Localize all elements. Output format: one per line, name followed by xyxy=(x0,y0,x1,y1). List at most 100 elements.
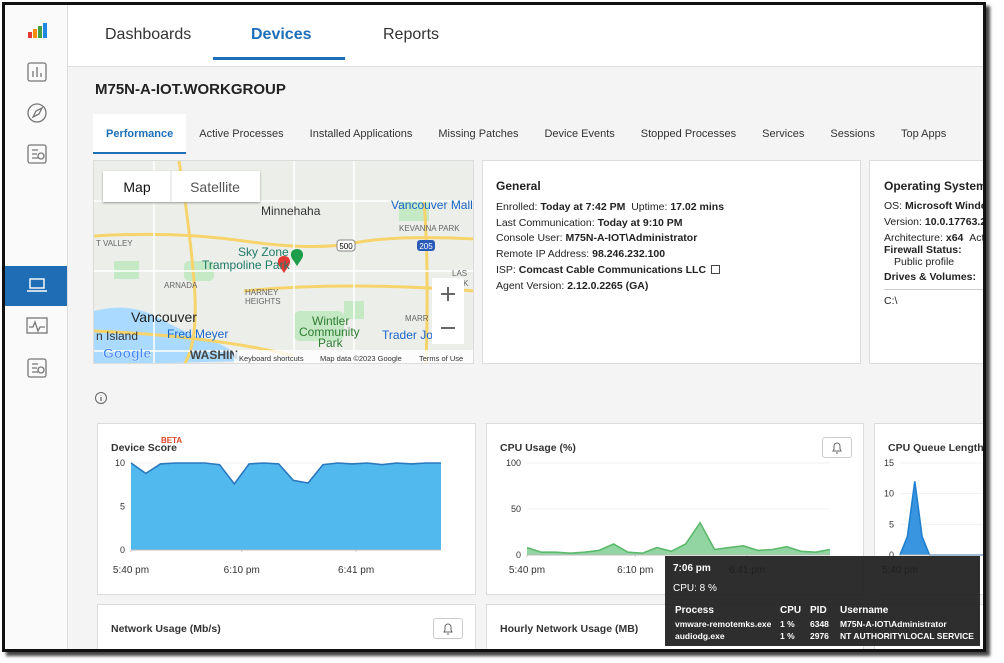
map-type-control xyxy=(103,171,260,202)
sub-tabs: Performance Active Processes Installed App… xyxy=(93,114,959,154)
sidebar-icons xyxy=(4,23,67,378)
tooltip: 7:06 pm CPU: 8 % Process CPU PID Username vm… xyxy=(665,556,980,646)
drive-value: C:\ xyxy=(884,295,898,307)
info-value: 2.12.0.2265 (GA) xyxy=(567,279,649,292)
external-link-icon[interactable] xyxy=(711,264,721,274)
info-row: Enrolled: Today at 7:42 PM Uptime: 17.02… xyxy=(496,201,724,213)
x-tick-label: 5:40 pm xyxy=(113,565,149,576)
info-row: Remote IP Address: 98.246.232.100 xyxy=(496,248,665,260)
sub-tab[interactable]: Stopped Processes xyxy=(640,128,737,140)
info-value: x64 xyxy=(945,232,964,244)
tasks-icon-2[interactable] xyxy=(27,358,47,378)
info-label: Architecture: xyxy=(884,232,943,244)
y-tick-label: 15 xyxy=(884,458,894,468)
chart-card xyxy=(97,604,476,652)
area xyxy=(900,481,985,555)
map-label: Trader Jo xyxy=(382,328,433,342)
map-label: Trampoline Park xyxy=(202,258,291,272)
tooltip-cell: 1 % xyxy=(780,631,795,641)
map-label: Fred Meyer xyxy=(167,327,228,341)
monitor-icon[interactable] xyxy=(26,317,48,334)
nav-tab[interactable]: Dashboards xyxy=(105,26,192,43)
map-button[interactable]: Map xyxy=(123,179,150,195)
map-label: HARNEY xyxy=(245,288,279,297)
map-attribution[interactable]: Terms of Use xyxy=(419,354,463,363)
info-row: Version: 10.0.17763.2 xyxy=(884,216,986,228)
info-label: Last Communication: xyxy=(496,216,595,229)
beta-badge: BETA xyxy=(161,436,182,445)
active-devices-item[interactable] xyxy=(4,266,67,306)
alert-bell[interactable] xyxy=(433,618,463,639)
x-tick-label: 6:10 pm xyxy=(224,565,260,576)
map-label: WASHIN xyxy=(190,348,238,362)
map-label: n Island xyxy=(96,329,138,343)
drives-label: Drives & Volumes: xyxy=(884,271,977,283)
info-icon[interactable] xyxy=(94,391,108,405)
tooltip-header: CPU xyxy=(780,605,802,616)
os-card: Operating System OS: Microsoft Windows Ve… xyxy=(869,160,986,364)
info-row: ISP: Comcast Cable Communications LLC xyxy=(496,263,721,276)
map-attribution[interactable]: Keyboard shortcuts xyxy=(239,354,304,363)
tooltip-cell: 1 % xyxy=(780,619,795,629)
line xyxy=(526,521,831,555)
info-row: Architecture: x64 Act xyxy=(884,232,984,244)
info-label: Uptime: xyxy=(631,201,668,213)
device-name: M75N-A-IOT.WORKGROUP xyxy=(95,81,286,98)
sub-tab[interactable]: Sessions xyxy=(830,128,875,140)
nav-tab[interactable]: Devices xyxy=(251,26,312,43)
alert-bell[interactable] xyxy=(822,437,852,458)
reports-icon[interactable] xyxy=(27,62,47,82)
y-tick-label: 0 xyxy=(120,545,125,555)
top-nav xyxy=(68,4,986,67)
chart-title: Device Score xyxy=(111,442,177,454)
map-label: Park xyxy=(318,336,344,350)
sub-tab[interactable]: Installed Applications xyxy=(309,128,413,140)
info-row: Agent Version: 2.12.0.2265 (GA) xyxy=(496,280,648,292)
info-value: 17.02 mins xyxy=(670,201,725,213)
nav-underline xyxy=(213,57,345,60)
y-tick-label: 0 xyxy=(516,550,521,560)
map-button[interactable]: Satellite xyxy=(190,179,240,195)
zoom-buttons[interactable] xyxy=(441,287,455,329)
map-label: T VALLEY xyxy=(96,239,133,248)
road-shield: 205 xyxy=(419,242,433,251)
nav-tab[interactable]: Reports xyxy=(383,26,440,43)
chart-title: Network Usage (Mb/s) xyxy=(111,623,221,635)
tooltip-cell: 6348 xyxy=(810,619,829,629)
card-title: Operating System xyxy=(884,179,986,193)
map-label: Community xyxy=(299,325,360,339)
tooltip-header: Process xyxy=(675,605,714,616)
sub-tab[interactable]: Device Events xyxy=(544,128,615,140)
map-label: Vancouver Mall xyxy=(391,198,473,212)
info-value: M75N-A-IOT\Administrator xyxy=(565,232,698,245)
line xyxy=(899,481,985,556)
info-value: 10.0.17763.2 xyxy=(924,216,986,228)
x-tick-label: 6:41 pm xyxy=(338,565,374,576)
plot: 0 5 10 5:40 pm 6:10 pm 6:41 pm xyxy=(113,458,441,576)
info-label: Agent Version: xyxy=(496,279,565,292)
sub-tab[interactable]: Services xyxy=(762,128,805,140)
sub-tab[interactable]: Performance xyxy=(93,114,187,154)
map-label: LAS xyxy=(452,269,467,278)
tooltip-cell: 2976 xyxy=(810,631,829,641)
info-row: Last Communication: Today at 9:10 PM xyxy=(496,217,683,229)
y-tick-label: 50 xyxy=(511,504,521,514)
map-label: Wintler xyxy=(312,314,349,328)
compass-icon[interactable] xyxy=(27,103,47,123)
tasks-icon[interactable] xyxy=(27,144,47,164)
card-title: General xyxy=(496,179,541,193)
tooltip-cell: audiodg.exe xyxy=(675,631,725,641)
info-row: OS: Microsoft Windows xyxy=(884,200,986,212)
y-tick-label: 10 xyxy=(884,489,894,499)
info-label: Remote IP Address: xyxy=(496,248,590,261)
sub-tab[interactable]: Missing Patches xyxy=(438,128,519,140)
sub-tab[interactable]: Top Apps xyxy=(901,128,947,140)
sub-tab[interactable]: Active Processes xyxy=(199,128,284,140)
app: Dashboards Devices Reports M75N-A-IOT.WORK… xyxy=(4,4,986,652)
area xyxy=(527,522,830,555)
map-card: Minnehaha Vancouver Mall KEVANNA PARK T … xyxy=(93,160,474,364)
map-label: MARR xyxy=(405,314,429,323)
info-label: ISP: xyxy=(496,263,516,276)
sidebar xyxy=(4,4,68,652)
